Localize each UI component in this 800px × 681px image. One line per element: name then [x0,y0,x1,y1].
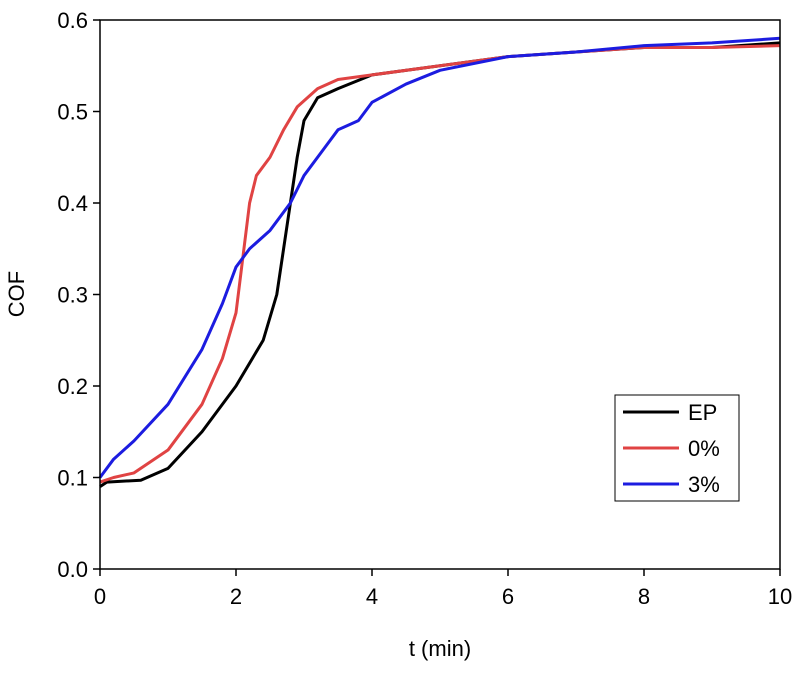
x-tick-label: 2 [230,584,242,609]
x-tick-label: 8 [638,584,650,609]
x-tick-label: 4 [366,584,378,609]
x-axis-label: t (min) [409,636,471,661]
y-tick-label: 0.4 [57,191,88,216]
y-tick-label: 0.3 [57,283,88,308]
y-axis-label: COF [4,271,29,317]
y-tick-label: 0.5 [57,100,88,125]
x-tick-label: 10 [768,584,792,609]
y-tick-label: 0.2 [57,374,88,399]
y-tick-label: 0.6 [57,8,88,33]
data-line [98,36,781,479]
legend-label: 0% [688,436,720,461]
plot-frame [99,19,781,570]
x-tick-label: 6 [502,584,514,609]
legend-label: EP [688,400,717,425]
y-tick-label: 0.1 [57,466,88,491]
y-tick-label: 0.0 [57,557,88,582]
x-tick-label: 0 [94,584,106,609]
legend-label: 3% [688,472,720,497]
